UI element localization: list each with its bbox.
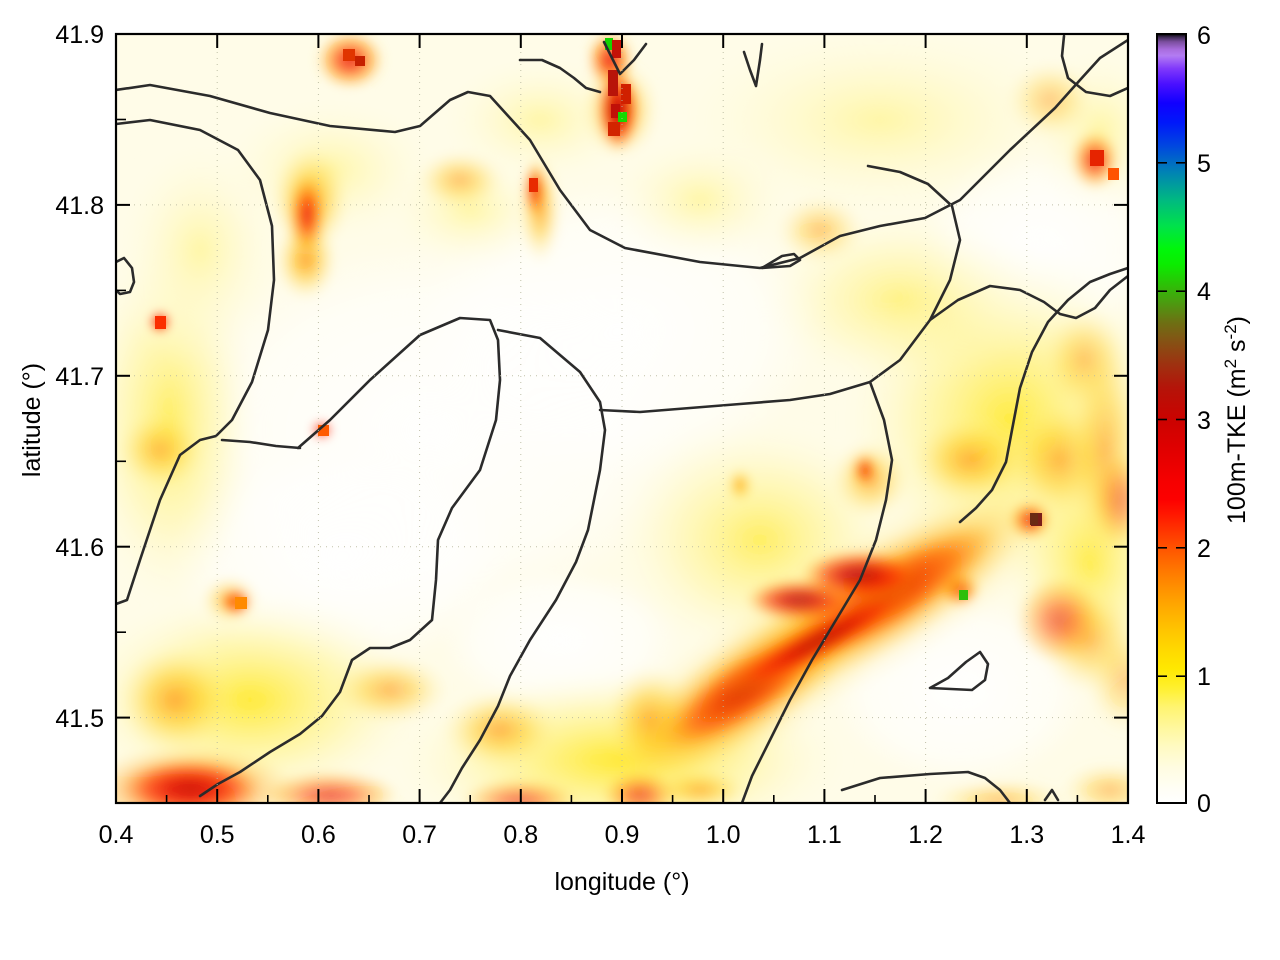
x-tick-2: 0.6	[301, 821, 336, 849]
cb-tick-6: 6	[1197, 22, 1211, 50]
colorbar-title-group: 100m-TKE (m2 s-2)	[1221, 316, 1252, 524]
colorbar-title-sup2: -2	[1221, 324, 1240, 339]
colorbar: 0 1 2 3 4 5 6 100m-TKE (m2 s-2)	[1156, 22, 1252, 818]
pixel-highlights	[155, 38, 1119, 609]
y-tick-4: 41.9	[55, 21, 104, 49]
x-tick-9: 1.3	[1009, 821, 1044, 849]
x-tick-5: 0.9	[605, 821, 640, 849]
x-tick-1: 0.5	[200, 821, 235, 849]
x-tick-7: 1.1	[807, 821, 842, 849]
x-tick-3: 0.7	[402, 821, 437, 849]
x-tick-0: 0.4	[99, 821, 134, 849]
x-tick-4: 0.8	[503, 821, 538, 849]
x-tick-labels: 0.4 0.5 0.6 0.7 0.8 0.9 1.0 1.1 1.2 1.3 …	[99, 821, 1146, 849]
colorbar-tick-labels: 0 1 2 3 4 5 6	[1197, 22, 1211, 818]
cb-tick-5: 5	[1197, 150, 1211, 178]
colorbar-title-end: )	[1223, 316, 1251, 324]
heatmap-field	[116, 34, 1128, 803]
y-tick-labels: 41.5 41.6 41.7 41.8 41.9	[55, 21, 104, 733]
cb-tick-4: 4	[1197, 278, 1211, 306]
y-tick-1: 41.6	[55, 534, 104, 562]
colorbar-title-sup1: 2	[1221, 359, 1240, 368]
y-tick-2: 41.7	[55, 363, 104, 391]
plot-area	[114, 32, 1130, 805]
x-axis-title: longitude (°)	[554, 868, 689, 896]
terrain-contours	[116, 34, 1128, 803]
y-tick-0: 41.5	[55, 705, 104, 733]
cb-tick-2: 2	[1197, 535, 1211, 563]
y-tick-3: 41.8	[55, 192, 104, 220]
cb-tick-0: 0	[1197, 790, 1211, 818]
cb-tick-3: 3	[1197, 407, 1211, 435]
colorbar-title-mid: s	[1223, 339, 1251, 358]
x-tick-10: 1.4	[1111, 821, 1146, 849]
y-axis-title: latitude (°)	[18, 363, 46, 477]
axis-ticks	[115, 33, 1129, 803]
x-tick-8: 1.2	[908, 821, 943, 849]
cb-tick-1: 1	[1197, 663, 1211, 691]
plot-gridlines	[116, 34, 1128, 803]
x-tick-6: 1.0	[706, 821, 741, 849]
svg-text:100m-TKE (m2 s-2): 100m-TKE (m2 s-2)	[1221, 316, 1252, 524]
colorbar-ticks	[1157, 162, 1186, 678]
colorbar-title-main: 100m-TKE (m	[1223, 368, 1251, 524]
